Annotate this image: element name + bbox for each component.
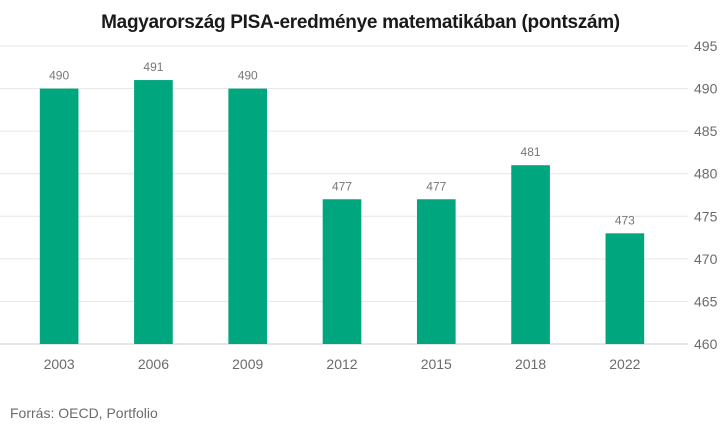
data-label: 477 [426, 179, 446, 193]
bar-2022 [605, 233, 645, 344]
y-tick-label: 495 [694, 38, 718, 54]
bar-2015 [416, 199, 456, 344]
data-label: 491 [143, 60, 163, 74]
x-tick-label: 2003 [44, 356, 75, 372]
x-tick-label: 2012 [326, 356, 357, 372]
data-label: 490 [49, 69, 69, 83]
x-tick-label: 2009 [232, 356, 263, 372]
y-tick-label: 465 [694, 293, 718, 309]
data-label: 473 [615, 213, 635, 227]
bar-2012 [322, 199, 362, 344]
y-tick-label: 475 [694, 208, 718, 224]
x-tick-label: 2018 [515, 356, 546, 372]
data-labels: 490 491 490 477 477 481 473 [49, 60, 635, 227]
bar-2018 [511, 165, 550, 344]
chart-title: Magyarország PISA-eredménye matematikába… [101, 12, 620, 33]
x-tick-label: 2015 [421, 356, 452, 372]
y-tick-label: 460 [694, 336, 718, 352]
y-axis-ticks: 460 465 470 475 480 485 490 495 [694, 38, 718, 352]
data-label: 490 [238, 69, 258, 83]
bar-2009 [228, 88, 268, 344]
x-tick-label: 2022 [609, 356, 640, 372]
x-tick-label: 2006 [138, 356, 169, 372]
data-label: 481 [521, 145, 541, 159]
source-note: Forrás: OECD, Portfolio [10, 405, 158, 421]
x-axis-ticks: 2003 2006 2009 2012 2015 2018 2022 [44, 356, 641, 372]
bars [39, 80, 645, 345]
y-tick-label: 490 [694, 81, 718, 97]
data-label: 477 [332, 179, 352, 193]
y-tick-label: 470 [694, 251, 718, 267]
bar-2003 [39, 88, 79, 344]
y-tick-label: 485 [694, 123, 718, 139]
y-tick-label: 480 [694, 166, 718, 182]
bar-2006 [134, 80, 173, 345]
